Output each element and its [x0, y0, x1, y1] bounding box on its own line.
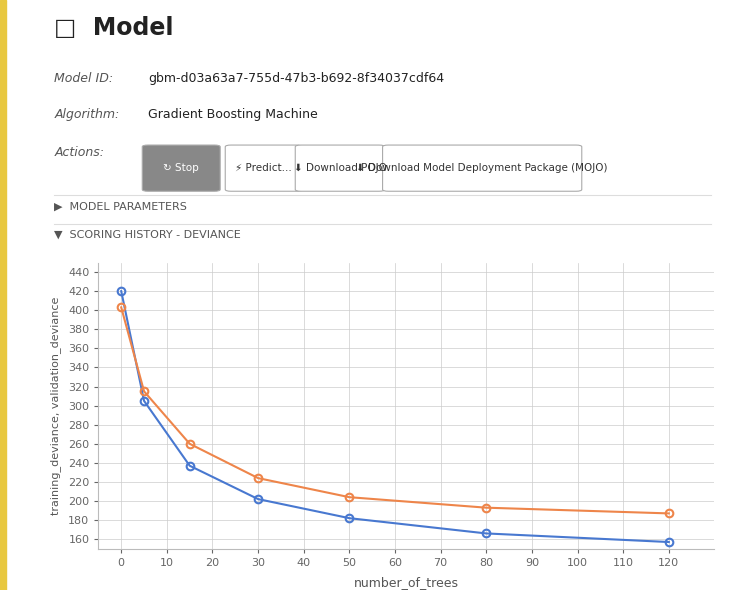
- FancyBboxPatch shape: [225, 145, 302, 191]
- FancyBboxPatch shape: [383, 145, 582, 191]
- Text: Gradient Boosting Machine: Gradient Boosting Machine: [148, 107, 318, 120]
- Y-axis label: training_deviance, validation_deviance: training_deviance, validation_deviance: [50, 296, 61, 515]
- FancyBboxPatch shape: [295, 145, 385, 191]
- Text: Algorithm:: Algorithm:: [54, 107, 120, 120]
- Text: ↻ Stop: ↻ Stop: [163, 163, 199, 173]
- Text: Actions:: Actions:: [54, 146, 104, 159]
- Text: ⬇ Download POJO: ⬇ Download POJO: [294, 163, 386, 173]
- Text: ▼  SCORING HISTORY - DEVIANCE: ▼ SCORING HISTORY - DEVIANCE: [54, 230, 241, 240]
- Text: gbm-d03a63a7-755d-47b3-b692-8f34037cdf64: gbm-d03a63a7-755d-47b3-b692-8f34037cdf64: [148, 72, 444, 85]
- Text: □  Model: □ Model: [54, 16, 174, 40]
- Text: ⬇ Download Model Deployment Package (MOJO): ⬇ Download Model Deployment Package (MOJ…: [356, 163, 608, 173]
- Text: ⚡ Predict...: ⚡ Predict...: [235, 163, 292, 173]
- X-axis label: number_of_trees: number_of_trees: [354, 576, 459, 589]
- Text: Model ID:: Model ID:: [54, 72, 113, 85]
- Text: ▶  MODEL PARAMETERS: ▶ MODEL PARAMETERS: [54, 202, 187, 212]
- FancyBboxPatch shape: [142, 145, 220, 191]
